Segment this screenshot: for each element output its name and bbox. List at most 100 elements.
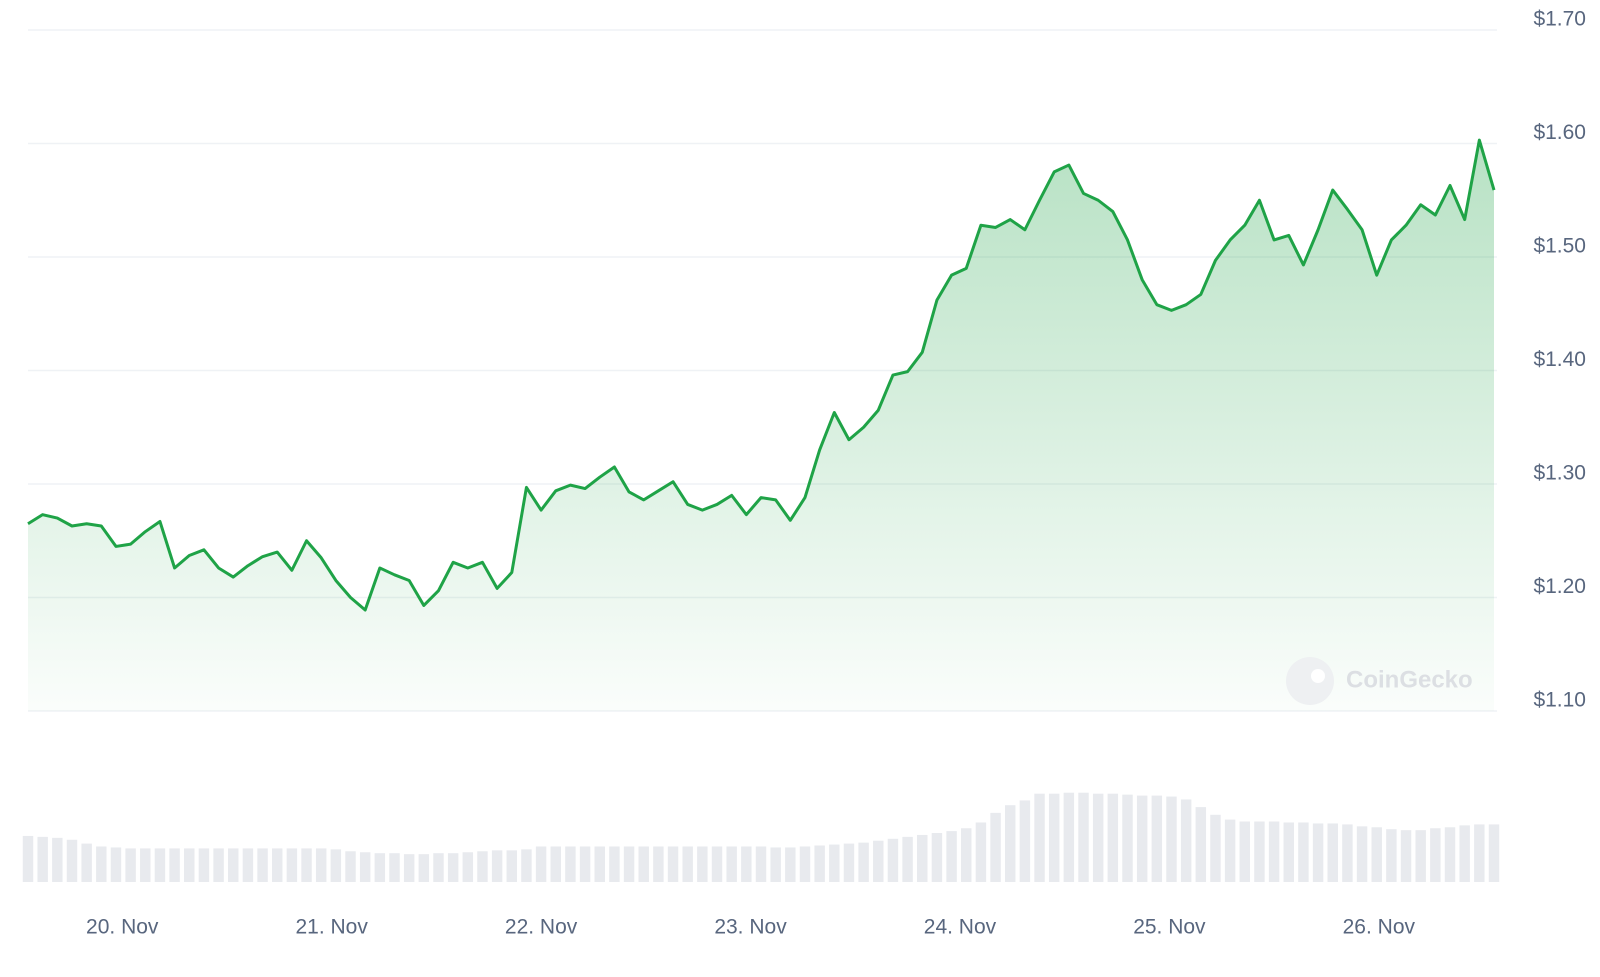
x-tick-label: 21. Nov <box>295 916 368 939</box>
volume-bar <box>1488 824 1500 882</box>
volume-bar <box>198 848 210 882</box>
volume-bar <box>228 848 239 882</box>
watermark-text: CoinGecko <box>1346 666 1473 693</box>
volume-bar <box>1180 799 1192 882</box>
volume-bar <box>389 853 400 882</box>
volume-bar <box>1356 826 1368 882</box>
volume-bar <box>301 848 312 882</box>
volume-bar <box>887 838 899 882</box>
volume-bar <box>770 847 781 882</box>
volume-bar <box>682 846 693 882</box>
volume-bar <box>242 848 254 882</box>
x-tick-label: 26. Nov <box>1343 916 1416 939</box>
volume-bar <box>843 843 855 882</box>
volume-bar <box>1459 825 1470 882</box>
volume-bar <box>1092 793 1104 882</box>
volume-bar <box>37 836 48 882</box>
volume-bar <box>184 848 195 882</box>
volume-bar <box>403 854 415 882</box>
volume-bar <box>1048 793 1060 882</box>
volume-bar <box>594 846 605 882</box>
volume-bar <box>521 849 532 882</box>
y-tick-label: $1.30 <box>1533 462 1586 485</box>
volume-bar <box>799 846 811 882</box>
x-tick-label: 22. Nov <box>505 916 578 939</box>
y-tick-label: $1.20 <box>1533 575 1586 598</box>
volume-bar <box>946 831 957 882</box>
volume-bar <box>1034 793 1045 882</box>
volume-bar <box>579 846 591 882</box>
volume-bar <box>726 846 737 882</box>
volume-bar <box>1415 830 1426 882</box>
plot: $1.10 $1.20 $1.30 $1.40 $1.50 $1.60 $1.70 20. N… <box>22 8 1586 939</box>
volume-bar <box>535 846 547 882</box>
watermark-logo-eye <box>1311 669 1325 683</box>
volume-bar <box>565 846 576 882</box>
volume-bar <box>374 853 386 882</box>
x-tick-label: 23. Nov <box>714 916 787 939</box>
volume-bar <box>1019 800 1031 882</box>
volume-bar <box>418 854 430 882</box>
y-tick-label: $1.60 <box>1533 121 1586 144</box>
volume-bar <box>975 822 987 882</box>
volume-bar <box>829 844 840 882</box>
y-tick-label: $1.10 <box>1533 689 1586 712</box>
volume-bar <box>1151 795 1163 882</box>
volume-bar <box>1386 829 1397 882</box>
volume-bar <box>477 851 488 882</box>
volume-bar <box>169 848 180 882</box>
volume-bar <box>140 848 151 882</box>
volume-bar <box>66 839 78 882</box>
volume-bar <box>315 848 327 882</box>
volume-bar <box>1283 822 1294 882</box>
volume-bar <box>1063 792 1075 882</box>
x-tick-label: 20. Nov <box>86 916 159 939</box>
volume-bar <box>711 846 723 882</box>
volume-bar <box>359 852 371 882</box>
volume-bar <box>638 846 649 882</box>
volume-bar <box>814 845 825 882</box>
y-tick-label: $1.40 <box>1533 348 1586 371</box>
volume-bar <box>609 846 620 882</box>
volume-bar <box>990 812 1001 882</box>
volume-bar <box>755 846 767 882</box>
volume-bar <box>345 851 356 882</box>
volume-bar <box>1342 824 1353 882</box>
volume-bar <box>330 849 342 882</box>
volume-bar <box>1004 805 1016 882</box>
volume-bar <box>1371 827 1382 882</box>
price-line <box>27 138 1496 612</box>
volume-bar <box>1210 814 1221 882</box>
price-area <box>28 140 1494 712</box>
volume-bar <box>1474 824 1485 882</box>
volume-bar <box>271 848 283 882</box>
volume-bar <box>1400 830 1412 882</box>
volume-bar <box>1078 792 1089 882</box>
volume-bar <box>667 846 679 882</box>
volume-bar <box>1430 828 1441 882</box>
volume-bar <box>1444 827 1456 882</box>
volume-bar <box>550 846 561 882</box>
watermark-logo <box>1286 657 1334 705</box>
volume-bar <box>902 836 913 882</box>
volume-bar <box>506 850 518 882</box>
volume-bar <box>110 847 122 882</box>
volume-bar <box>125 848 136 882</box>
volume-bar <box>1166 796 1177 882</box>
volume-bar <box>154 848 166 882</box>
volume-bar <box>1312 823 1324 882</box>
x-tick-label: 25. Nov <box>1133 916 1206 939</box>
volume-bar <box>917 834 928 882</box>
volume-bar <box>1107 793 1119 882</box>
volume-bar <box>52 837 63 882</box>
volume-bar <box>22 835 34 882</box>
volume-bar <box>931 833 943 882</box>
volume-bar <box>961 828 972 882</box>
volume-bar <box>1122 794 1133 882</box>
volume-bar <box>785 847 796 882</box>
volume-bar <box>462 852 474 882</box>
volume-bar <box>858 842 869 882</box>
volume-bar <box>447 853 459 882</box>
y-tick-label: $1.50 <box>1533 235 1586 258</box>
